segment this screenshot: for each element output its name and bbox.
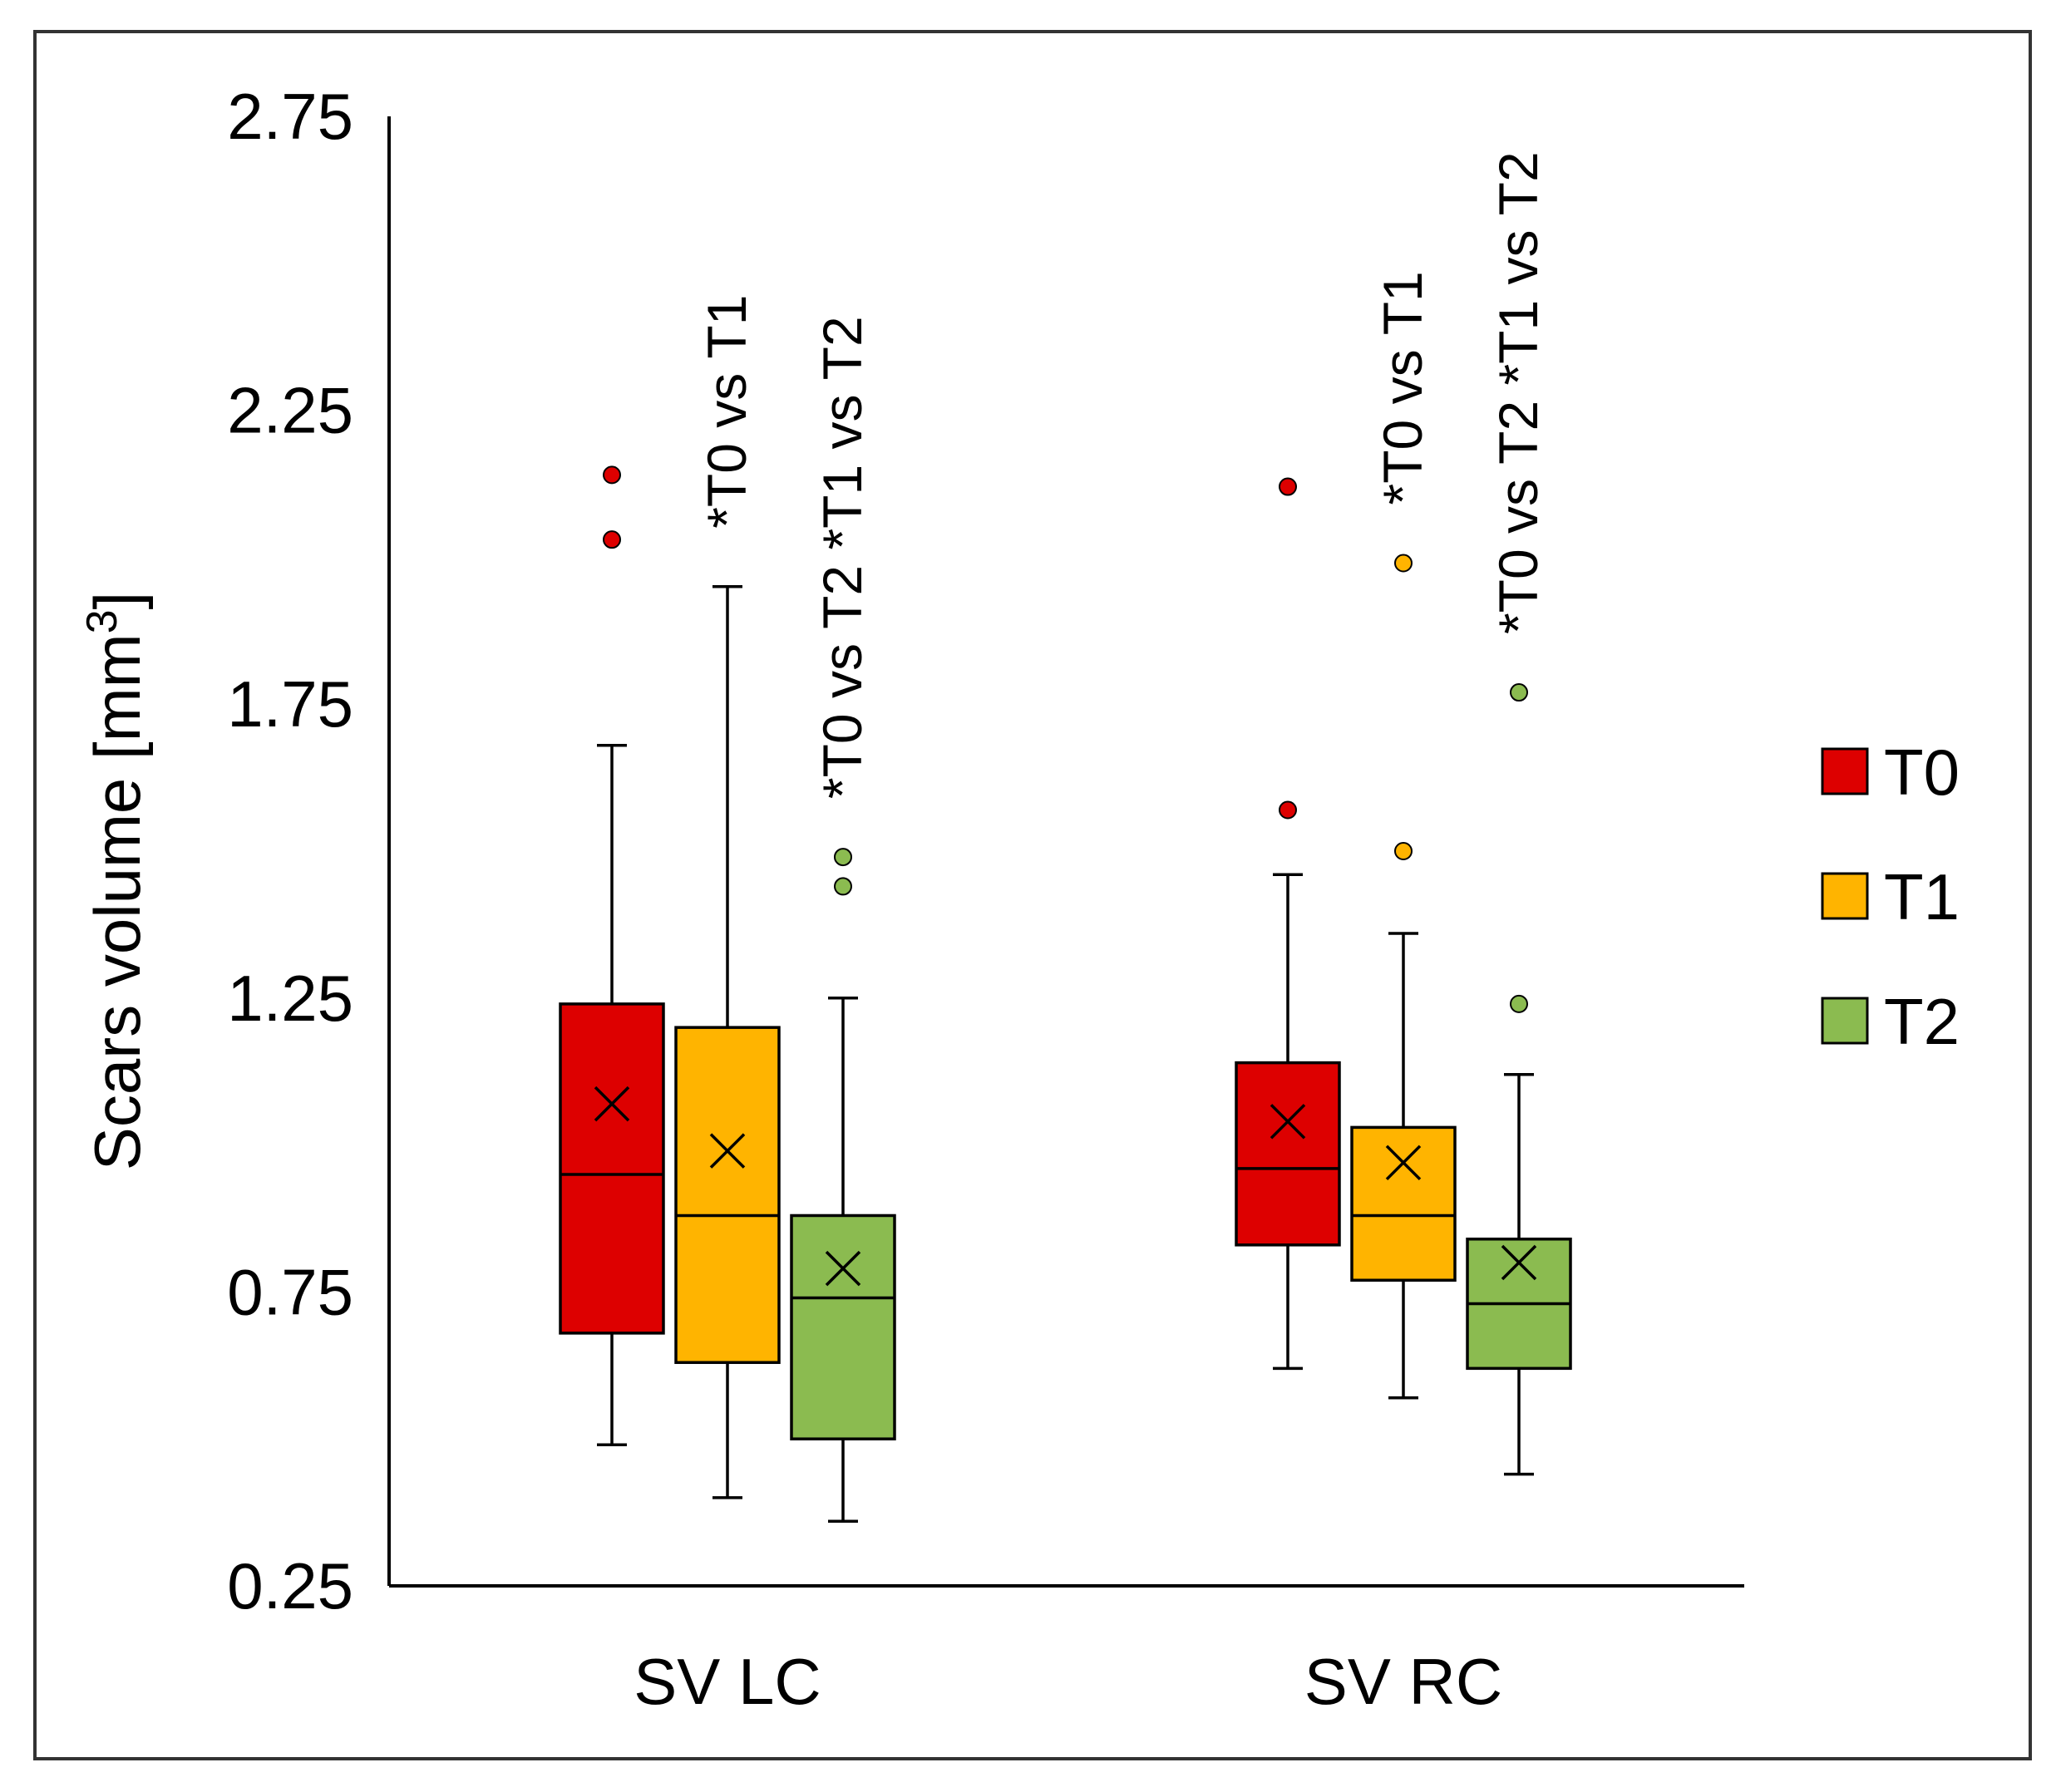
significance-annotation: *T0 vs T1: [696, 295, 757, 529]
y-axis-title: Scars volume [mm3]: [78, 592, 154, 1170]
legend: T0 T1 T2: [1821, 736, 1960, 1058]
outlier-point: [603, 465, 621, 485]
box-t1-sv-rc: [1350, 554, 1457, 1400]
outlier-point: [1394, 554, 1413, 573]
box-iqr: [790, 1214, 896, 1440]
y-axis-title-main: Scars volume [mm: [81, 633, 154, 1170]
outlier-point: [834, 877, 852, 896]
significance-annotation: *T0 vs T1: [1372, 271, 1433, 505]
legend-swatch-t2: [1821, 997, 1869, 1045]
mean-marker-stroke-b: [594, 1086, 630, 1122]
y-tick-label: 0.25: [227, 1549, 353, 1622]
significance-annotation: *T0 vs T2 *T1 vs T2: [811, 316, 873, 799]
mean-marker-stroke-b: [709, 1133, 746, 1169]
box-t2-sv-rc: [1466, 683, 1572, 1476]
axes: [387, 116, 1744, 1588]
box-iqr: [559, 1002, 665, 1335]
significance-annotation: *T0 vs T2 *T1 vs T2: [1487, 151, 1549, 634]
legend-label-t0: T0: [1884, 736, 1960, 809]
mean-marker-stroke-b: [1501, 1244, 1537, 1281]
category-labels: SV LC SV RC: [634, 1645, 1502, 1718]
x-category-label: SV LC: [634, 1645, 821, 1718]
y-axis-title-superscript: 3: [78, 609, 126, 633]
significance-annotations: *T0 vs T1 *T0 vs T2 *T1 vs T2 *T0 vs T1 *T0…: [696, 151, 1549, 799]
legend-swatch-t0: [1821, 747, 1869, 795]
y-tick-label: 1.75: [227, 667, 353, 741]
outlier-point: [1279, 477, 1297, 496]
x-category-label: SV RC: [1304, 1645, 1502, 1718]
box-t0-sv-lc: [559, 465, 665, 1447]
y-axis-title-close: ]: [81, 592, 154, 610]
outlier-point: [1279, 800, 1297, 820]
legend-label-t1: T1: [1884, 860, 1960, 933]
outlier-point: [1510, 994, 1528, 1013]
box-t2-sv-lc: [790, 848, 896, 1523]
y-tick-label: 1.25: [227, 962, 353, 1035]
box-iqr: [1235, 1061, 1341, 1247]
mean-marker-stroke-b: [1385, 1145, 1422, 1181]
y-tick-label: 2.75: [227, 80, 353, 153]
mean-marker-stroke-b: [1270, 1104, 1306, 1140]
outlier-point: [834, 848, 852, 867]
box-iqr: [674, 1026, 781, 1365]
outlier-point: [1510, 683, 1528, 702]
outlier-point: [1394, 842, 1413, 860]
box-plots: [559, 465, 1572, 1523]
y-tick-label: 0.75: [227, 1255, 353, 1328]
outlier-point: [603, 530, 621, 549]
y-tick-label: 2.25: [227, 374, 353, 447]
chart-frame: [33, 30, 2032, 1760]
box-t1-sv-lc: [674, 585, 781, 1499]
y-tick-labels: 0.25 0.75 1.25 1.75 2.25 2.75: [227, 80, 353, 1622]
box-iqr: [1350, 1125, 1457, 1282]
legend-swatch-t1: [1821, 872, 1869, 920]
legend-label-t2: T2: [1884, 985, 1960, 1058]
mean-marker-stroke-b: [825, 1250, 861, 1287]
box-t0-sv-rc: [1235, 477, 1341, 1371]
